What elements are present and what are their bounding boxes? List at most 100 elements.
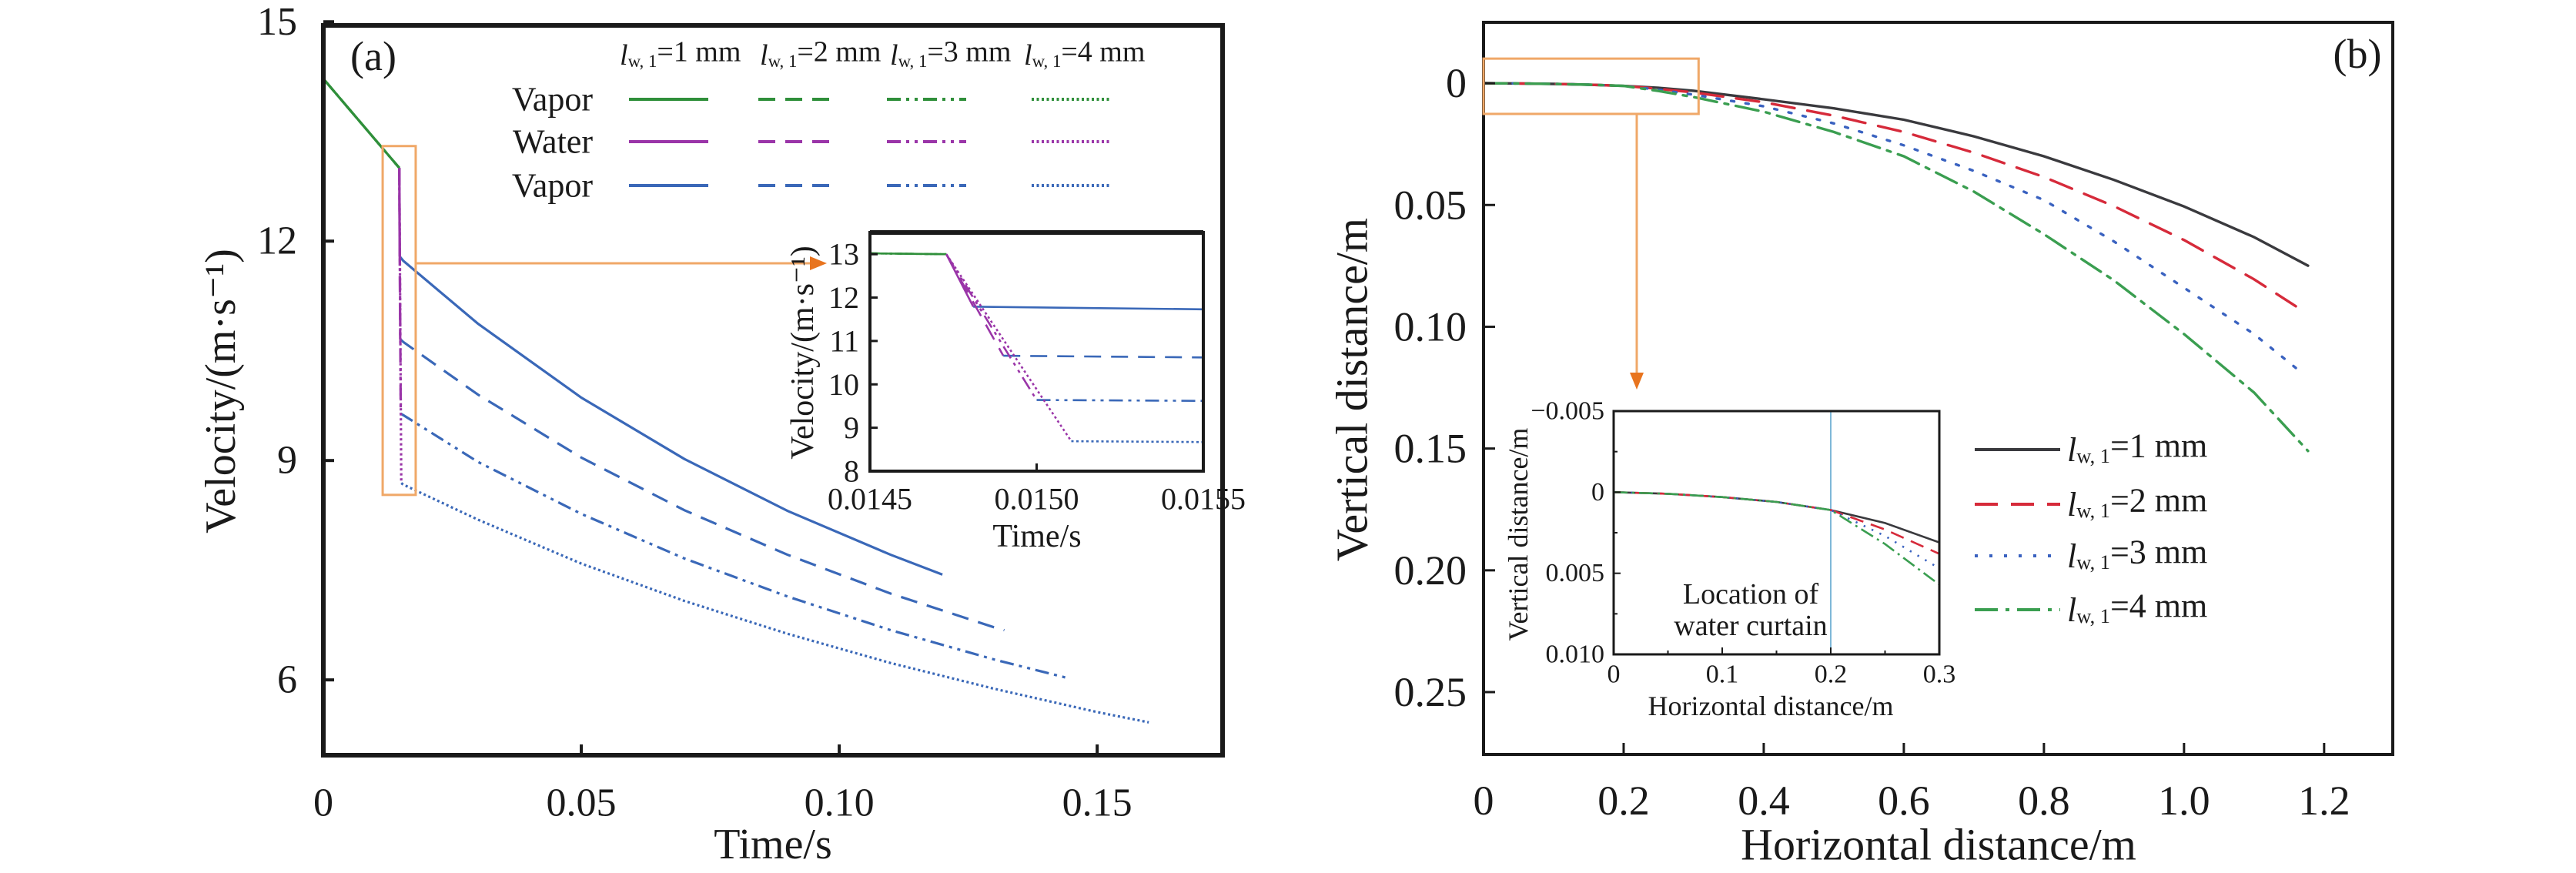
legend-row-label: Vapor	[512, 81, 593, 119]
y-tick-label: 0	[1446, 60, 1467, 106]
y-tick-label: 9	[277, 439, 297, 483]
inset-background	[1614, 411, 1939, 654]
y-tick-label: 11	[829, 323, 859, 358]
x-tick-label: 0	[313, 781, 333, 825]
inset-series-line-3-water	[945, 253, 1038, 401]
legend-entry-label: lw, 1=3 mm	[2067, 533, 2207, 574]
legend-column-header: lw, 1=4 mm	[1024, 35, 1145, 72]
series-line-2-vapor_2	[399, 338, 1005, 632]
series-line-3-vapor_1	[323, 78, 400, 169]
y-tick-label: 8	[844, 454, 859, 489]
x-tick-label: 0.4	[1738, 778, 1790, 824]
legend-column-header: lw, 1=3 mm	[890, 35, 1011, 72]
inset-plot-area	[870, 252, 1203, 443]
legend-entry-label: lw, 1=4 mm	[2067, 587, 2207, 628]
inset-series-line-3-vapor_2	[1036, 399, 1203, 402]
inset-chart: 0.0145 0.0150 0.0155 8 9 10 11 12 13 Time/s Veloci…	[785, 230, 1246, 554]
y-tick-label: 12	[828, 280, 859, 315]
y-tick-label: 0.10	[1394, 303, 1467, 350]
x-tick-label: 0.2	[1815, 661, 1848, 689]
legend-value: =3 mm	[927, 35, 1011, 68]
x-tick-label: 0.8	[2018, 778, 2070, 824]
x-tick-label: 0.2	[1597, 778, 1650, 824]
inset-series-line-2-vapor_2	[1003, 354, 1203, 359]
inset-series-line-1-vapor_2	[973, 306, 1203, 311]
inset-series-line-3-vapor_1	[870, 252, 947, 256]
y-tick-label: 13	[828, 237, 859, 272]
y-tick-label: 0.05	[1394, 182, 1467, 228]
plot-frame	[321, 23, 1225, 758]
y-tick-label: 0	[1591, 478, 1604, 507]
legend-value: =4 mm	[1061, 35, 1145, 68]
y-tick-label: 15	[257, 0, 297, 44]
legend-subscript: w, 1	[2076, 550, 2110, 574]
zoom-box	[381, 145, 417, 497]
y-tick-label: 0.20	[1394, 547, 1467, 594]
legend-value: =4 mm	[2110, 587, 2207, 624]
inset-series-line-4-vapor_2	[1071, 440, 1203, 443]
legend-var: l	[620, 39, 628, 72]
y-tick-label: −0.005	[1531, 397, 1604, 426]
legend-subscript: w, 1	[2076, 444, 2110, 467]
x-tick-label: 0	[1474, 778, 1494, 824]
legend-entry-label: lw, 1=2 mm	[2067, 481, 2207, 523]
legend-subscript: w, 1	[898, 51, 928, 70]
legend-var: l	[2067, 486, 2076, 523]
y-tick-label: 0.005	[1546, 559, 1605, 587]
panel-b-trajectory-chart: 0 0.2 0.4 0.6 0.8 1.0 1.200.050.100.150.200.25…	[1327, 21, 2394, 870]
legend-column-header: lw, 1=2 mm	[760, 35, 881, 72]
series-line-2-vapor_1	[323, 78, 400, 169]
inset-plot-area	[1614, 411, 1939, 654]
legend-var: l	[2067, 431, 2076, 469]
x-tick-label: 0.15	[1062, 781, 1132, 825]
panel-label: (b)	[2333, 31, 2382, 77]
x-axis-title: Horizontal distance/m	[1741, 820, 2136, 870]
series-line-3-vapor_2	[400, 413, 1067, 679]
inset-chart: 0 0.1 0.2 0.3 −0.005 0 0.005 0.010 Horizontal di…	[1503, 397, 1955, 722]
x-tick-label: 0.0150	[995, 482, 1079, 517]
legend-entry-label: lw, 1=1 mm	[2067, 426, 2207, 468]
panel-a-velocity-chart: 0 0.05 0.10 0.15 6 9 12 15 Time/s Velocity/(m·s⁻¹…	[197, 0, 1246, 868]
y-tick-label: 10	[828, 367, 859, 402]
series-line-3	[1484, 82, 2298, 370]
x-tick-label: 0.0145	[828, 482, 912, 517]
legend-subscript: w, 1	[2076, 604, 2110, 627]
inset-x-axis-title: Time/s	[992, 519, 1081, 554]
y-tick-label: 0.010	[1546, 641, 1605, 669]
inset-series-line-4	[1614, 491, 1939, 586]
y-tick-label: 12	[257, 219, 297, 263]
plot-area	[1484, 82, 2310, 453]
inset-x-axis-title: Horizontal distance/m	[1648, 691, 1894, 721]
x-tick-label: 1.2	[2298, 778, 2350, 824]
legend-var: l	[890, 39, 898, 72]
x-axis-title: Time/s	[714, 821, 832, 868]
x-tick-label: 0.6	[1878, 778, 1930, 824]
series-line-1	[1484, 82, 2310, 267]
y-tick-label: 0.15	[1394, 426, 1467, 472]
inset-series-line-2-water	[945, 253, 1005, 356]
legend-var: l	[2067, 537, 2076, 575]
legend-var: l	[2067, 591, 2076, 629]
y-axis-title: Vertical distance/m	[1327, 218, 1377, 561]
legend-column-header: lw, 1=1 mm	[620, 35, 741, 72]
arrow-head-icon	[810, 256, 827, 270]
x-tick-label: 1.0	[2158, 778, 2210, 824]
legend-var: l	[1024, 39, 1032, 72]
y-axis-title: Velocity/(m·s⁻¹)	[197, 249, 245, 534]
x-tick-label: 0.0155	[1161, 482, 1246, 517]
annotation-text: water curtain	[1674, 610, 1827, 642]
annotation-text: Location of	[1683, 578, 1819, 610]
x-tick-label: 0.1	[1706, 661, 1739, 689]
legend-value: =3 mm	[2110, 533, 2207, 570]
x-tick-label: 0.3	[1923, 661, 1956, 689]
inset-background	[870, 232, 1203, 471]
x-tick-label: 0.10	[805, 781, 875, 825]
legend-subscript: w, 1	[2076, 499, 2110, 522]
series-line-4	[1484, 82, 2310, 453]
legend-value: =1 mm	[657, 35, 741, 68]
x-tick-label: 0	[1607, 661, 1621, 689]
legend-subscript: w, 1	[628, 51, 657, 70]
inset-y-axis-title: Velocity/(m·s⁻¹)	[785, 246, 821, 459]
